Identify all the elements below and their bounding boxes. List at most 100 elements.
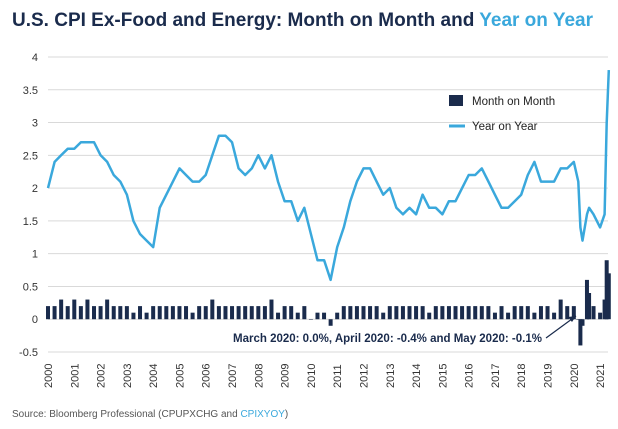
mom-bar — [532, 312, 537, 320]
mom-bar — [565, 306, 570, 320]
mom-bar — [302, 306, 307, 320]
mom-bar — [236, 306, 241, 320]
mom-bar — [446, 306, 451, 320]
mom-bar — [243, 306, 248, 320]
x-tick-label: 2012 — [358, 364, 370, 388]
mom-bar — [52, 306, 57, 320]
mom-bar — [256, 306, 261, 320]
chart-title-main: U.S. CPI Ex-Food and Energy: Month on Mo… — [12, 10, 480, 31]
x-tick-label: 2000 — [43, 364, 55, 388]
mom-bar — [203, 306, 208, 320]
mom-bar — [466, 306, 471, 320]
legend-swatch-mom — [449, 95, 463, 106]
mom-bar — [519, 306, 524, 320]
x-tick-label: 2016 — [464, 364, 476, 388]
annotation: March 2020: 0.0%, April 2020: -0.4% and … — [233, 315, 577, 345]
mom-bar — [85, 299, 90, 320]
mom-bar — [374, 306, 379, 320]
mom-bar — [289, 306, 294, 320]
mom-bar — [571, 306, 576, 320]
mom-bar — [144, 312, 149, 320]
mom-bar — [276, 312, 281, 320]
x-tick-label: 2019 — [543, 364, 555, 388]
x-tick-label: 2010 — [306, 364, 318, 388]
mom-bar — [576, 319, 581, 320]
mom-bar — [111, 306, 116, 320]
mom-bar — [361, 306, 366, 320]
source-note: Source: Bloomberg Professional (CPUPXCHG… — [12, 409, 288, 420]
legend: Month on Month Year on Year — [449, 95, 555, 133]
mom-bar — [105, 299, 110, 320]
mom-bar — [578, 319, 583, 346]
x-tick-label: 2003 — [122, 364, 134, 388]
x-tick-label: 2018 — [516, 364, 528, 388]
x-tick-label: 2021 — [595, 364, 607, 388]
mom-bar — [479, 306, 484, 320]
x-tick-label: 2002 — [96, 364, 108, 388]
mom-bar — [341, 306, 346, 320]
x-axis: 2000 2001 2002 2003 2004 2005 2006 2007 2008 2009… — [43, 364, 607, 388]
y-tick-label: 1.5 — [23, 216, 38, 228]
mom-bar — [46, 306, 50, 320]
y-tick-label: 3 — [32, 118, 38, 130]
mom-bar — [602, 299, 607, 320]
mom-bar — [598, 312, 603, 320]
mom-bar — [552, 312, 557, 320]
mom-bar — [499, 306, 504, 320]
mom-bars — [46, 260, 611, 346]
mom-bar — [512, 306, 517, 320]
mom-bar — [545, 306, 550, 320]
chart-title: U.S. CPI Ex-Food and Energy: Month on Mo… — [12, 10, 593, 32]
mom-bar — [453, 306, 458, 320]
mom-bar — [420, 306, 425, 320]
y-tick-label: 2 — [32, 183, 38, 195]
mom-bar — [118, 306, 123, 320]
mom-bar — [210, 299, 215, 320]
mom-bar — [223, 306, 228, 320]
mom-bar — [587, 293, 592, 320]
annotation-arrowhead — [568, 316, 576, 322]
mom-bar — [124, 306, 129, 320]
x-tick-label: 2013 — [385, 364, 397, 388]
mom-bar — [387, 306, 392, 320]
y-tick-label: 2.5 — [23, 150, 38, 162]
y-tick-label: 4 — [32, 52, 38, 64]
mom-bar — [262, 306, 267, 320]
mom-bar — [440, 306, 445, 320]
mom-bar — [164, 306, 169, 320]
y-tick-label: -0.5 — [19, 347, 38, 359]
mom-bar — [322, 312, 327, 320]
mom-bar — [354, 306, 359, 320]
mom-bar — [538, 306, 543, 320]
mom-bar — [59, 299, 64, 320]
mom-bar — [78, 306, 83, 320]
mom-bar — [197, 306, 202, 320]
mom-bar — [295, 312, 300, 320]
mom-bar — [282, 306, 287, 320]
mom-bar — [328, 319, 333, 326]
mom-bar — [414, 306, 419, 320]
mom-bar — [92, 306, 97, 320]
y-tick-label: 3.5 — [23, 85, 38, 97]
x-tick-label: 2017 — [490, 364, 502, 388]
mom-bar — [400, 306, 405, 320]
chart-title-accent: Year on Year — [479, 10, 593, 31]
mom-bar — [473, 306, 478, 320]
mom-bar — [394, 306, 399, 320]
mom-bar — [584, 279, 589, 320]
mom-bar — [65, 306, 70, 320]
x-tick-label: 2004 — [148, 364, 160, 388]
mom-bar — [131, 312, 136, 320]
mom-bar — [604, 260, 609, 320]
y-tick-label: 0.5 — [23, 281, 38, 293]
source-suffix: ) — [284, 409, 289, 420]
mom-bar — [486, 306, 491, 320]
mom-bar — [460, 306, 465, 320]
mom-bar — [427, 312, 432, 320]
mom-bar — [315, 312, 320, 320]
mom-bar — [381, 312, 386, 320]
y-axis: -0.5 0 0.5 1 1.5 2 2.5 3 3.5 4 — [19, 52, 38, 359]
yoy-line-group — [46, 70, 611, 282]
mom-bar — [580, 319, 585, 326]
